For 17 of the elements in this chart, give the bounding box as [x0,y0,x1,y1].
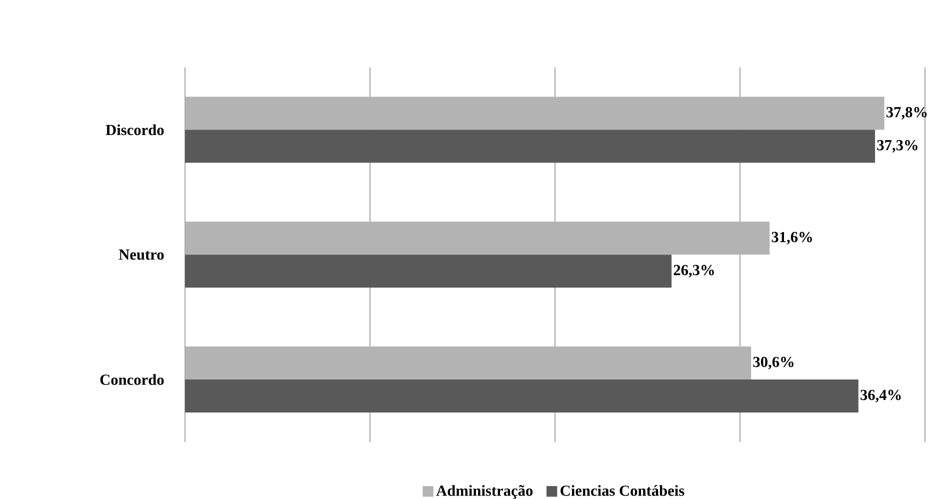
y-tick-label: Discordo [106,124,164,136]
data-label: 37,8% [886,107,927,120]
bar [185,254,672,288]
data-label: 31,6% [772,232,812,244]
bar [185,346,752,380]
data-label: 26,3% [674,264,714,278]
data-label: 30,6% [753,356,794,370]
bar [185,130,876,163]
bar [185,380,858,413]
legend-label: Administração [436,485,533,499]
y-tick-label: Concordo [100,374,164,385]
y-tick-label: Neutro [118,250,164,260]
bar [185,96,884,130]
data-label: 37,3% [877,140,918,153]
legend-label: Ciencias Contábeis [560,485,684,496]
bar [185,222,770,255]
data-label: 36,4% [860,390,901,402]
